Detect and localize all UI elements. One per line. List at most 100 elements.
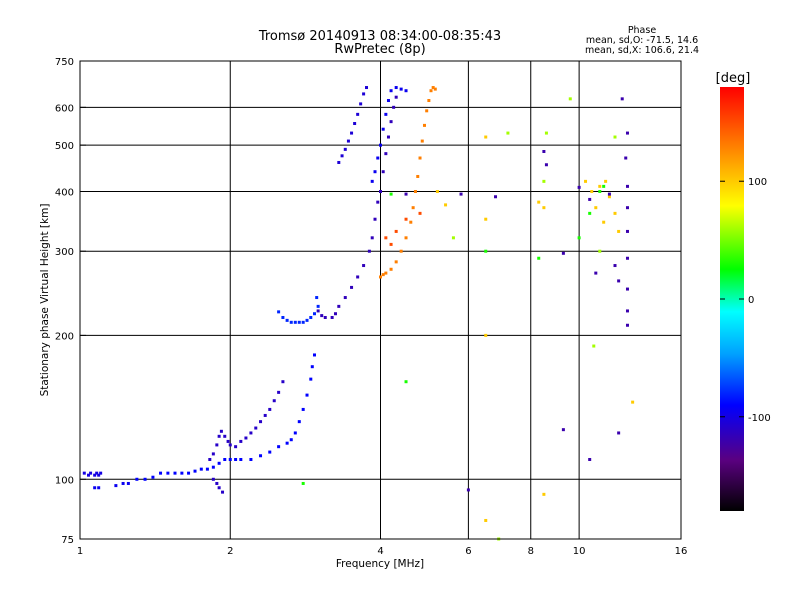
data-point — [293, 431, 297, 435]
data-point — [577, 236, 581, 240]
data-point — [404, 192, 408, 196]
data-point — [394, 95, 398, 99]
data-point — [82, 471, 86, 475]
data-point — [281, 380, 285, 384]
data-point — [625, 184, 629, 188]
data-point — [293, 320, 297, 324]
data-point — [588, 211, 592, 215]
data-point — [625, 309, 629, 313]
data-point — [180, 471, 184, 475]
data-point — [268, 450, 272, 454]
data-point — [249, 431, 253, 435]
data-point — [607, 195, 611, 199]
data-point — [223, 457, 227, 461]
data-point — [285, 318, 289, 322]
data-point — [114, 484, 118, 488]
data-point — [617, 279, 621, 283]
data-point — [159, 471, 163, 475]
data-point — [219, 429, 223, 433]
data-point — [97, 486, 101, 490]
data-point — [484, 518, 488, 522]
data-point — [320, 314, 324, 318]
data-point — [384, 236, 388, 240]
data-point — [568, 97, 572, 101]
data-point — [376, 200, 380, 204]
data-point — [221, 490, 225, 494]
data-point — [418, 156, 422, 160]
data-point — [544, 163, 548, 167]
y-tick-label: 400 — [55, 187, 74, 198]
x-tick-label: 2 — [227, 546, 233, 557]
data-point — [625, 206, 629, 210]
data-point — [239, 439, 243, 443]
data-point — [277, 445, 281, 449]
data-point — [613, 211, 617, 215]
data-point — [379, 275, 382, 279]
data-point — [506, 131, 510, 135]
data-point — [309, 377, 313, 381]
data-point — [386, 99, 390, 103]
data-point — [384, 271, 388, 275]
data-point — [420, 139, 424, 143]
data-point — [389, 192, 393, 196]
data-point — [343, 147, 347, 151]
data-point — [340, 154, 344, 158]
data-point — [223, 434, 227, 438]
data-point — [537, 200, 541, 204]
data-point — [226, 439, 230, 443]
data-point — [263, 413, 267, 417]
data-point — [312, 312, 316, 316]
phase-header: Phase — [628, 25, 657, 36]
data-point — [594, 206, 598, 210]
data-point — [435, 189, 439, 193]
data-point — [277, 310, 281, 314]
y-tick-label: 300 — [55, 247, 74, 258]
data-point — [316, 309, 320, 313]
data-point — [217, 486, 221, 490]
data-point — [244, 436, 248, 440]
x-axis-label: Frequency [MHz] — [336, 558, 424, 570]
data-point — [590, 189, 594, 193]
data-point — [625, 229, 629, 233]
data-point — [301, 481, 305, 485]
data-point — [617, 229, 621, 233]
data-point — [466, 488, 470, 492]
x-tick-label: 4 — [377, 546, 383, 557]
data-point — [394, 229, 398, 233]
data-point — [367, 249, 371, 253]
data-point — [389, 242, 393, 246]
data-point — [381, 127, 385, 131]
data-point — [373, 170, 377, 174]
data-point — [95, 471, 99, 475]
data-point — [234, 457, 238, 461]
data-point — [404, 89, 408, 93]
data-point — [211, 465, 215, 469]
data-point — [373, 217, 377, 221]
data-point — [613, 135, 617, 139]
data-point — [561, 428, 565, 432]
data-point — [217, 461, 221, 465]
data-point — [625, 131, 629, 135]
data-point — [289, 320, 293, 324]
data-point — [305, 393, 309, 397]
data-point — [362, 264, 366, 268]
data-point — [431, 86, 435, 90]
data-point — [301, 320, 305, 324]
data-point — [389, 120, 393, 124]
data-point — [93, 473, 97, 477]
data-point — [312, 353, 316, 357]
data-point — [135, 477, 139, 481]
colorbar-ticks: 100 0 -100 — [720, 177, 771, 424]
data-point — [624, 156, 628, 160]
data-point — [625, 287, 629, 291]
x-tick-label: 1 — [77, 546, 83, 557]
data-point — [356, 112, 360, 116]
data-point — [166, 471, 170, 475]
data-point — [384, 112, 388, 116]
data-point — [484, 249, 488, 253]
data-point — [598, 189, 602, 193]
data-point — [228, 443, 232, 447]
y-tick-label: 100 — [55, 475, 74, 486]
data-point — [268, 407, 272, 411]
phase-stats-o: mean, sd,O: -71.5, 14.6 — [586, 35, 698, 46]
